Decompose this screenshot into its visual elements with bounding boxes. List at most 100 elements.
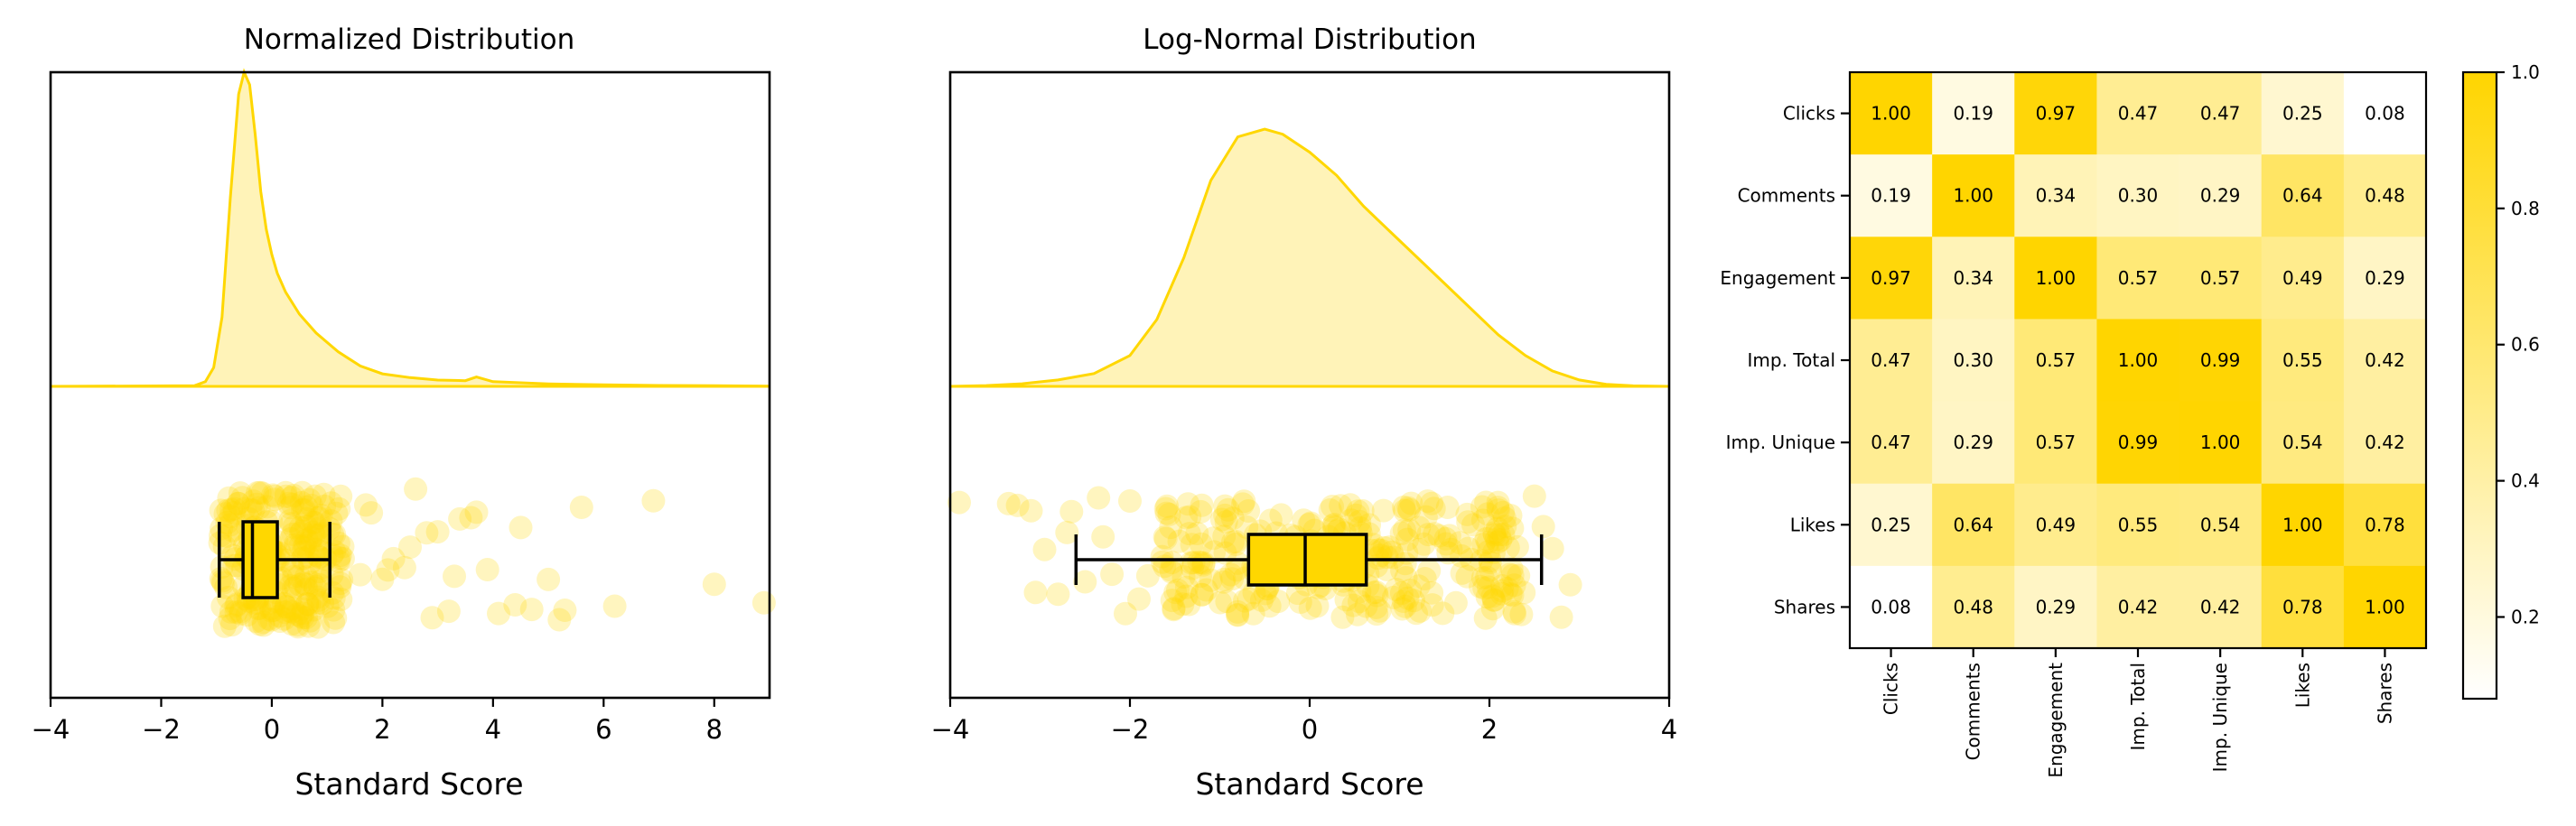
scatter-point bbox=[209, 567, 233, 590]
scatter-point bbox=[1486, 530, 1510, 554]
scatter-point bbox=[1437, 524, 1461, 548]
scatter-layer bbox=[208, 477, 776, 639]
scatter-point bbox=[330, 568, 354, 592]
scatter-outlier bbox=[376, 558, 400, 582]
scatter-point bbox=[1407, 515, 1432, 540]
scatter-point bbox=[246, 597, 270, 621]
scatter-point bbox=[1420, 593, 1444, 617]
scatter-point bbox=[1157, 502, 1181, 526]
scatter-outlier bbox=[1073, 570, 1097, 594]
scatter-point bbox=[1443, 590, 1468, 615]
scatter-point bbox=[219, 505, 243, 529]
heatmap-cell-label: 1.00 bbox=[1871, 103, 1911, 125]
scatter-point bbox=[291, 606, 315, 630]
scatter-outlier bbox=[1118, 489, 1142, 513]
boxplot-layer bbox=[1074, 533, 1544, 587]
scatter-point bbox=[1190, 551, 1214, 575]
scatter-point bbox=[288, 534, 313, 558]
scatter-point bbox=[1422, 497, 1446, 521]
heatmap-cell bbox=[1932, 565, 2015, 649]
scatter-point bbox=[229, 599, 253, 624]
scatter-point bbox=[306, 615, 331, 639]
heatmap-cell-label: 1.00 bbox=[2118, 349, 2159, 371]
scatter-point bbox=[247, 480, 272, 505]
scatter-point bbox=[1220, 506, 1245, 531]
scatter-point bbox=[306, 590, 331, 615]
scatter-point bbox=[1397, 518, 1422, 543]
kde-line bbox=[949, 127, 1670, 388]
scatter-point bbox=[1189, 499, 1213, 524]
scatter-point bbox=[1416, 523, 1441, 547]
scatter-point bbox=[1475, 565, 1499, 589]
scatter-point bbox=[1392, 518, 1416, 543]
scatter-point bbox=[294, 515, 319, 539]
heatmap-cell bbox=[1850, 154, 1933, 237]
scatter-point bbox=[312, 482, 336, 506]
scatter-point bbox=[284, 534, 308, 559]
heatmap-cell bbox=[1850, 483, 1933, 567]
scatter-point bbox=[229, 601, 253, 626]
heatmap-cell-label: 0.57 bbox=[2200, 267, 2241, 289]
scatter-point bbox=[1179, 551, 1203, 575]
scatter-outlier bbox=[487, 601, 510, 626]
scatter-point bbox=[222, 501, 247, 524]
scatter-point bbox=[1397, 497, 1422, 522]
heatmap-cell-label: 0.34 bbox=[1953, 267, 1993, 289]
scatter-outlier bbox=[519, 598, 544, 622]
col-label: Engagement bbox=[2045, 663, 2067, 778]
scatter-point bbox=[303, 484, 327, 508]
colorbar-bar bbox=[2461, 70, 2498, 701]
heatmap-cell-label: 0.47 bbox=[1871, 432, 1911, 453]
scatter-point bbox=[1435, 496, 1460, 519]
heatmap-cell bbox=[1932, 237, 2015, 320]
heatmap-cell-label: 1.00 bbox=[2282, 514, 2323, 535]
scatter-point bbox=[217, 486, 241, 510]
panel-lognormal-distribution: Log-Normal Distribution −4 −2 0 2 4 Standard… bbox=[931, 23, 1678, 802]
scatter-outlier bbox=[354, 493, 378, 517]
heatmap-cell-label: 1.00 bbox=[2200, 432, 2241, 453]
scatter-point bbox=[1202, 540, 1227, 564]
scatter-point bbox=[1171, 592, 1195, 617]
scatter-point bbox=[279, 486, 303, 510]
col-label: Clicks bbox=[1881, 663, 1902, 715]
scatter-point bbox=[1390, 559, 1414, 582]
heatmap-cell bbox=[2096, 154, 2180, 237]
col-label: Shares bbox=[2374, 663, 2395, 724]
heatmap-cell bbox=[2096, 72, 2180, 155]
scatter-point bbox=[1180, 533, 1204, 557]
scatter-point bbox=[1474, 526, 1498, 551]
scatter-outlier bbox=[359, 501, 384, 525]
heatmap-cell-label: 0.29 bbox=[2036, 596, 2077, 617]
scatter-point bbox=[257, 607, 281, 631]
heatmap-cell bbox=[1932, 72, 2015, 155]
scatter-point bbox=[292, 571, 316, 595]
scatter-point bbox=[1321, 514, 1346, 538]
scatter-point bbox=[305, 585, 330, 609]
scatter-point bbox=[1448, 531, 1472, 555]
scatter-point bbox=[292, 497, 316, 522]
heatmap-cell bbox=[2179, 483, 2263, 567]
scatter-outlier bbox=[1019, 498, 1043, 523]
scatter-point bbox=[1476, 502, 1499, 526]
scatter-point bbox=[302, 523, 326, 547]
scatter-point bbox=[295, 591, 320, 616]
scatter-point bbox=[219, 497, 244, 522]
scatter-point bbox=[1346, 602, 1369, 626]
scatter-point bbox=[1474, 490, 1498, 515]
heatmap-cell bbox=[2179, 565, 2263, 649]
scatter-point bbox=[1178, 505, 1202, 529]
heatmap-cell bbox=[2096, 401, 2180, 485]
scatter-point bbox=[280, 599, 304, 624]
scatter-point bbox=[1490, 574, 1515, 598]
scatter-point bbox=[1213, 494, 1237, 518]
scatter-point bbox=[1427, 524, 1451, 548]
scatter-point bbox=[1371, 498, 1395, 523]
scatter-point bbox=[1476, 540, 1500, 564]
scatter-point bbox=[1213, 503, 1237, 527]
heatmap-cell bbox=[2261, 401, 2345, 485]
scatter-point bbox=[1478, 558, 1502, 582]
scatter-point bbox=[1368, 543, 1393, 568]
x-tick-label: 0 bbox=[1302, 714, 1318, 745]
scatter-point bbox=[296, 544, 321, 569]
